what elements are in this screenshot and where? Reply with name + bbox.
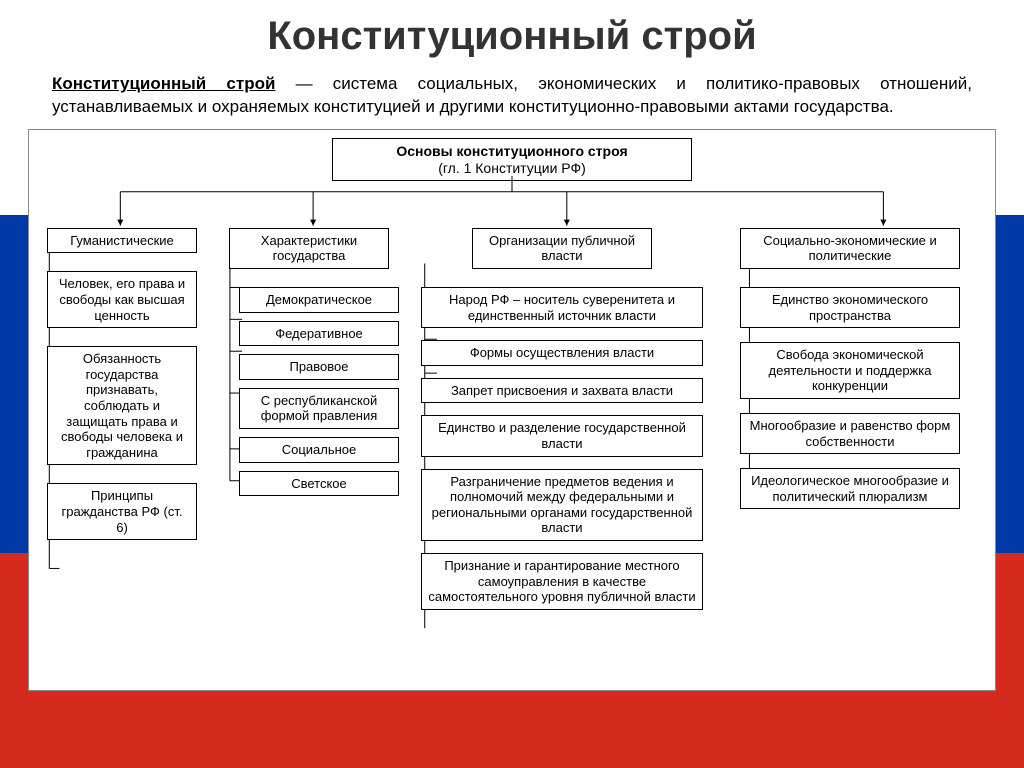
col-humanistic: Гуманистические Человек, его права и сво… (37, 228, 207, 682)
root-line2: (гл. 1 Конституции РФ) (438, 160, 586, 176)
col4-item: Единство экономического пространства (740, 287, 960, 328)
col4-item: Свобода экономической деятельности и под… (740, 342, 960, 399)
page-title: Конституционный строй (28, 14, 996, 59)
col-characteristics: Характеристики государства Демократическ… (219, 228, 399, 682)
col2-item: Социальное (239, 437, 399, 463)
col2-item: Демократическое (239, 287, 399, 313)
col2-item: Правовое (239, 354, 399, 380)
col1-item: Принципы гражданства РФ (ст. 6) (47, 483, 197, 540)
definition-term: Конституционный строй (52, 74, 275, 93)
col-socioeconomic: Социально-экономические и политические Е… (725, 228, 975, 682)
slide: Конституционный строй Конституционный ст… (0, 0, 1024, 768)
root-line1: Основы конституционного строя (396, 143, 627, 159)
col3-head: Организации публичной власти (472, 228, 652, 269)
col1-head: Гуманистические (47, 228, 197, 254)
col-public-power: Организации публичной власти Народ РФ – … (411, 228, 713, 682)
definition-paragraph: Конституционный строй — система социальн… (52, 73, 972, 119)
col2-item: Федеративное (239, 321, 399, 347)
col3-item: Признание и гарантирование местного само… (421, 553, 703, 610)
col4-item: Многообразие и равенство форм собственно… (740, 413, 960, 454)
col4-head: Социально-экономические и политические (740, 228, 960, 269)
col3-item: Формы осуществления власти (421, 340, 703, 366)
col3-item: Народ РФ – носитель суверенитета и единс… (421, 287, 703, 328)
diagram-container: Основы конституционного строя (гл. 1 Кон… (28, 129, 996, 691)
col2-head: Характеристики государства (229, 228, 389, 269)
col3-item: Запрет присвоения и захвата власти (421, 378, 703, 404)
col3-item: Разграничение предметов ведения и полном… (421, 469, 703, 541)
col1-item: Человек, его права и свободы как высшая … (47, 271, 197, 328)
root-node: Основы конституционного строя (гл. 1 Кон… (332, 138, 692, 182)
col1-item: Обязанность государства признавать, собл… (47, 346, 197, 465)
columns-wrapper: Гуманистические Человек, его права и сво… (37, 228, 987, 682)
col3-item: Единство и разделение государственной вл… (421, 415, 703, 456)
col4-item: Идеологическое много­образие и политичес… (740, 468, 960, 509)
col2-item: Светское (239, 471, 399, 497)
col2-item: С республи­канской формой правления (239, 388, 399, 429)
